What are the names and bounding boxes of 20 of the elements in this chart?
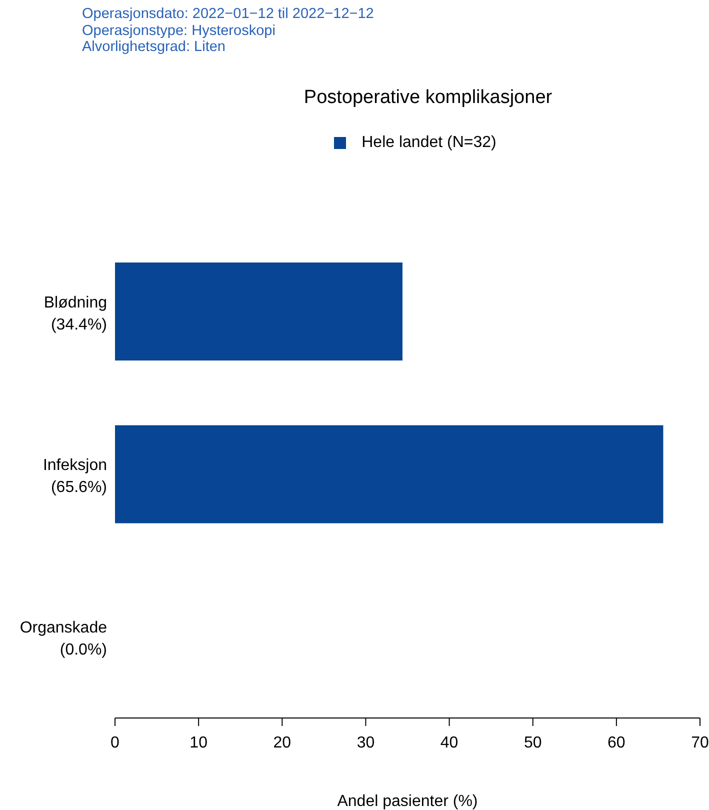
text: (34.4%): [50, 316, 107, 334]
text: Operasjonsdato: 2022−01−12 til 2022−12−12: [82, 6, 374, 22]
x-tick-label: 30: [356, 734, 375, 752]
text: Alvorlighetsgrad: Liten: [82, 39, 226, 56]
x-tick-label: 10: [190, 734, 208, 752]
x-tick-label: 40: [440, 734, 458, 752]
text: (0.0%): [60, 642, 107, 659]
x-axis-title: Andel pasienter (%): [337, 793, 478, 810]
x-tick-label: 70: [691, 734, 709, 752]
x-tick-label: 20: [273, 734, 292, 752]
legend-label: Hele landet (N=32): [362, 134, 496, 152]
x-tick-label: 0: [110, 734, 120, 752]
chart-title: Postoperative komplikasjoner: [302, 87, 554, 109]
y-tick-label: Blødning: [44, 294, 107, 312]
text: (65.6%): [50, 479, 107, 496]
x-tick-label: 50: [524, 734, 542, 752]
y-tick-label: Organskade: [20, 620, 108, 637]
y-tick-label: Infeksjon: [42, 457, 107, 474]
text: Operasjonstype: Hysteroskopi: [82, 22, 276, 39]
x-tick-label: 60: [608, 734, 626, 752]
